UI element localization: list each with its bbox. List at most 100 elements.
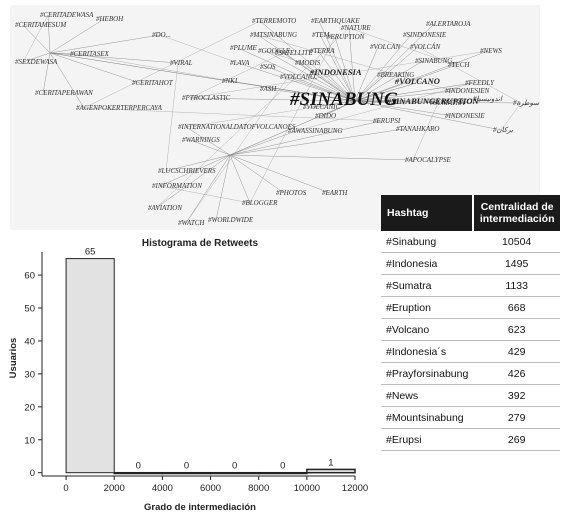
centrality-table: Hashtag Centralidad de intermediación #S…	[381, 195, 560, 451]
network-edge	[229, 154, 331, 194]
network-edge	[189, 139, 231, 156]
x-axis-title: Grado de intermediación	[144, 502, 256, 513]
hashtag-node: #AWASSINABUNG	[288, 127, 342, 135]
centrality-cell: 623	[473, 318, 560, 341]
hashtag-node: #PTROCLASTIC	[182, 94, 231, 102]
hashtag-cell: #News	[381, 384, 474, 407]
network-edge	[83, 20, 261, 109]
network-edge	[22, 14, 49, 63]
network-edge	[189, 97, 356, 102]
centrality-table-panel: Hashtag Centralidad de intermediación #S…	[381, 195, 560, 451]
network-edge	[215, 154, 231, 221]
hashtag-node: #PLUME	[230, 44, 258, 52]
centrality-cell: 269	[473, 428, 560, 451]
network-edge	[229, 100, 356, 156]
histogram-bar	[257, 471, 308, 475]
centrality-cell: 426	[473, 362, 560, 385]
hashtag-node: #SATELLITE	[275, 49, 313, 57]
table-row: #Eruption 668	[381, 296, 560, 319]
x-tick-label: 12000	[342, 483, 368, 494]
network-edge	[189, 50, 489, 99]
hashtag-node: #LUCSCHRIEVERS	[158, 167, 216, 175]
table-row: #Volcano 623	[381, 318, 560, 341]
network-edge	[229, 154, 285, 194]
network-edge	[267, 88, 356, 102]
network-edge	[302, 62, 356, 102]
hashtag-cell: #Indonesia´s	[381, 340, 474, 363]
hashtag-node: #SUMATRA	[430, 99, 465, 107]
hashtag-node: #SEXDEWASA	[15, 58, 58, 66]
bar-value-label: 1	[328, 457, 333, 468]
network-edge	[185, 76, 289, 224]
network-edge	[265, 50, 356, 102]
bar-value-label: 0	[136, 461, 141, 472]
centrality-cell: 1133	[473, 274, 560, 297]
hashtag-node: #SOS	[260, 63, 276, 71]
network-edge	[417, 46, 522, 104]
histogram-bar	[209, 471, 260, 475]
hashtag-node: #AGENPOKERTERPERCAYA	[76, 104, 163, 112]
hashtag-node: #LAVA	[230, 59, 250, 67]
hashtag-node: #INFORMATION	[152, 182, 202, 190]
network-edge	[237, 47, 356, 102]
network-edge	[237, 62, 356, 102]
table-header-row: Hashtag Centralidad de intermediación	[381, 195, 560, 231]
hashtag-node: #ASH	[260, 85, 277, 93]
hashtag-node: #VOLCAN	[370, 43, 400, 51]
hashtag-node: #NEWS	[480, 47, 502, 55]
network-edge	[49, 52, 356, 102]
hashtag-cell: #Indonesia	[381, 252, 474, 275]
network-edge	[354, 83, 414, 102]
network-edge	[354, 90, 454, 102]
table-row: #Prayforsinabung 426	[381, 362, 560, 385]
network-edges	[22, 14, 522, 224]
hashtag-node: #بركان	[493, 126, 513, 134]
hashtag-node: #TANAHKARO	[396, 125, 439, 133]
network-edge	[22, 52, 51, 63]
network-edge	[165, 62, 179, 172]
table-row: #Erupsi 269	[381, 428, 560, 451]
network-edge	[42, 52, 51, 94]
hashtag-node: #APOCALYPSE	[405, 156, 451, 164]
network-nodes: #CERITADEWASA #HEBOH #CERITAMESUM #DO... #CE…	[15, 11, 539, 227]
y-tick-label: 10	[24, 435, 35, 446]
centrality-cell: 429	[473, 340, 560, 363]
histogram-bars	[65, 258, 356, 475]
hashtag-node: #EARTH	[322, 189, 348, 197]
network-edge	[159, 185, 251, 204]
y-tick-label: 60	[24, 271, 35, 282]
network-edge	[185, 82, 474, 128]
hashtag-node: #VOLCANO,	[280, 73, 317, 81]
network-edge	[257, 34, 454, 92]
hashtag-node: #GOOGLE	[258, 47, 291, 55]
hashtag-node: #WORLDWIDE	[208, 216, 254, 224]
x-tick-label: 0	[63, 483, 68, 494]
network-edge	[47, 14, 51, 54]
network-edge	[229, 120, 382, 156]
hashtag-node: #NKI	[222, 77, 238, 85]
table-row: #Mountsinabung 279	[381, 406, 560, 429]
hashtag-node: #CERITASEX	[70, 50, 109, 58]
network-edge	[229, 154, 251, 204]
hashtag-node: #AVIATION	[148, 204, 182, 212]
y-axis-title: Usuarios	[8, 338, 19, 379]
hashtag-node: #MTSINABUNG	[250, 31, 297, 39]
y-tick-label: 20	[24, 402, 35, 413]
hashtag-node: #سوطرة	[513, 99, 539, 107]
hashtag-node: #CERITADEWASA	[40, 11, 94, 19]
network-edge	[354, 34, 412, 102]
network-edge	[185, 154, 231, 224]
hashtag-node: #NATURE	[341, 24, 371, 32]
hashtag-node: #ALERTAROJA	[426, 20, 471, 28]
column-header-centrality: Centralidad de intermediación	[473, 195, 560, 231]
hashtag-cell: #Mountsinabung	[381, 406, 474, 429]
histogram-bar	[65, 258, 115, 474]
hashtag-node: #VIRAL	[170, 59, 193, 67]
hashtag-node: #WARNINGS	[182, 136, 220, 144]
network-edge	[259, 20, 356, 102]
centrality-cell: 1495	[473, 252, 560, 275]
network-edge	[159, 34, 239, 64]
histogram-data-labels: 65 0 0 0 0 1	[85, 247, 334, 472]
network-edge	[287, 76, 356, 102]
y-tick-label: 40	[24, 336, 35, 347]
